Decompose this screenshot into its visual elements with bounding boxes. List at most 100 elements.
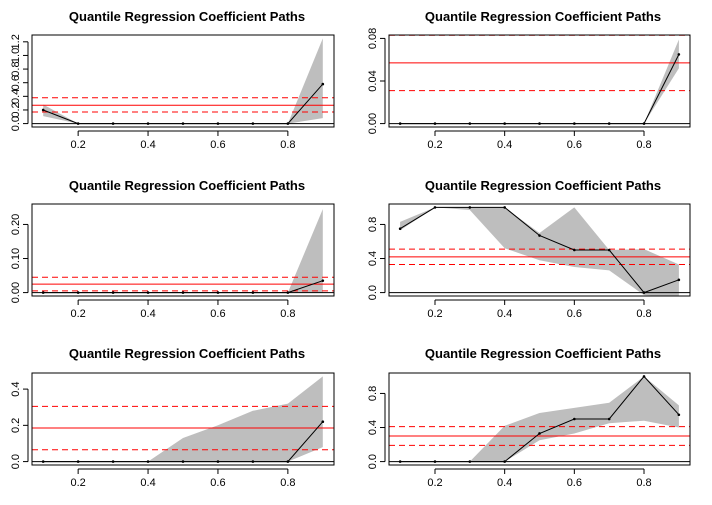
confidence-band (400, 207, 679, 296)
plot-area (389, 35, 690, 125)
estimate-point (41, 291, 45, 294)
y-tick-label: 0.8 (10, 61, 22, 76)
estimate-point (468, 206, 472, 209)
x-tick-label: 0.8 (636, 139, 651, 151)
chart-title: Quantile Regression Coefficient Paths (69, 346, 305, 361)
estimate-point (607, 122, 611, 125)
estimate-point (181, 460, 185, 463)
chart-title: Quantile Regression Coefficient Paths (425, 346, 661, 361)
confidence-band (400, 376, 679, 462)
x-tick-label: 0.8 (636, 308, 651, 320)
estimate-point (538, 234, 541, 237)
plot-frame (31, 372, 335, 466)
x-tick-label: 0.4 (140, 139, 155, 151)
x-tick-label: 0.8 (636, 477, 651, 489)
x-tick-label: 0.2 (427, 477, 442, 489)
x-tick-label: 0.2 (70, 139, 85, 151)
estimate-point (251, 291, 255, 294)
estimate-point (677, 413, 681, 417)
confidence-band (43, 376, 323, 462)
y-tick-label: 1.2 (10, 34, 22, 49)
y-tick-label: 0.4 (367, 420, 379, 435)
estimate-point (216, 291, 220, 294)
x-tick-label: 0.6 (210, 139, 225, 151)
plot-frame (388, 372, 691, 466)
x-tick-label: 0.6 (567, 308, 582, 320)
estimate-point (321, 279, 325, 282)
y-tick-label: 0.0 (367, 285, 379, 300)
plot-area (32, 376, 334, 463)
x-tick-label: 0.8 (280, 139, 295, 151)
estimate-point (538, 432, 541, 435)
x-tick-label: 0.2 (427, 308, 442, 320)
y-tick-label: 0.10 (10, 248, 22, 269)
y-tick-label: 0.4 (10, 89, 22, 104)
plot-area (389, 375, 690, 463)
estimate-point (677, 53, 681, 56)
chart-title: Quantile Regression Coefficient Paths (425, 9, 661, 24)
estimate-point (642, 291, 646, 294)
estimate-point (677, 278, 681, 282)
x-tick-label: 0.4 (497, 477, 512, 489)
estimate-point (146, 122, 150, 125)
y-tick-label: 1.0 (10, 48, 22, 63)
x-tick-label: 0.8 (280, 308, 295, 320)
estimate-point (41, 460, 45, 463)
panel-1: 0.2 0.4 0.6 0.80.00.20.40.60.81.01.2Quantil… (10, 9, 335, 151)
plot-area (32, 209, 334, 294)
x-tick-label: 0.4 (140, 477, 155, 489)
x-tick-label: 0.4 (497, 139, 512, 151)
estimate-point (146, 291, 150, 294)
y-tick-label: 0.0 (10, 454, 22, 469)
estimate-point (41, 108, 45, 112)
y-tick-label: 0.2 (10, 102, 22, 117)
estimate-point (573, 122, 576, 125)
x-tick-label: 0.4 (140, 308, 155, 320)
estimate-point (503, 122, 506, 125)
y-tick-label: 0.00 (10, 282, 22, 303)
estimate-point (433, 122, 437, 125)
chart-title: Quantile Regression Coefficient Paths (425, 178, 661, 193)
estimate-point (433, 460, 437, 463)
estimate-point (76, 460, 80, 463)
x-tick-label: 0.2 (427, 139, 442, 151)
panel-5: 0.2 0.4 0.6 0.8 0.0 0.2 0.4 Quantile Regression… (10, 346, 335, 489)
confidence-band (400, 39, 679, 124)
x-tick-label: 0.6 (567, 477, 582, 489)
y-tick-label: 0.00 (367, 113, 379, 134)
estimate-point (251, 460, 255, 463)
estimate-point (111, 291, 115, 294)
estimate-point (433, 206, 437, 209)
chart-title: Quantile Regression Coefficient Paths (69, 178, 305, 193)
estimate-point (573, 248, 576, 252)
estimate-point (216, 122, 220, 125)
plot-frame (388, 34, 691, 128)
x-tick-label: 0.6 (567, 139, 582, 151)
estimate-point (76, 122, 80, 125)
x-tick-label: 0.4 (497, 308, 512, 320)
estimate-point (468, 122, 472, 125)
estimate-point (321, 82, 325, 86)
y-tick-label: 0.8 (367, 386, 379, 401)
confidence-band (43, 38, 323, 124)
estimate-point (642, 375, 646, 378)
y-tick-label: 0.4 (367, 251, 379, 266)
y-tick-label: 0.20 (10, 214, 22, 235)
estimate-point (286, 291, 290, 294)
estimate-point (111, 460, 115, 463)
x-tick-label: 0.2 (70, 477, 85, 489)
y-tick-label: 0.0 (10, 116, 22, 131)
estimate-point (146, 460, 150, 463)
panel-2: 0.2 0.4 0.6 0.8 0.00 0.04 0.08 Quantile Regress… (367, 9, 691, 151)
plot-frame (31, 34, 335, 128)
chart-title: Quantile Regression Coefficient Paths (69, 9, 305, 24)
plot-area (32, 38, 334, 125)
estimate-point (251, 122, 255, 125)
y-tick-label: 0.6 (10, 75, 22, 90)
x-tick-label: 0.8 (280, 477, 295, 489)
confidence-band (43, 209, 323, 293)
x-tick-label: 0.6 (210, 308, 225, 320)
y-tick-label: 0.08 (367, 28, 379, 49)
estimate-point (398, 122, 402, 125)
